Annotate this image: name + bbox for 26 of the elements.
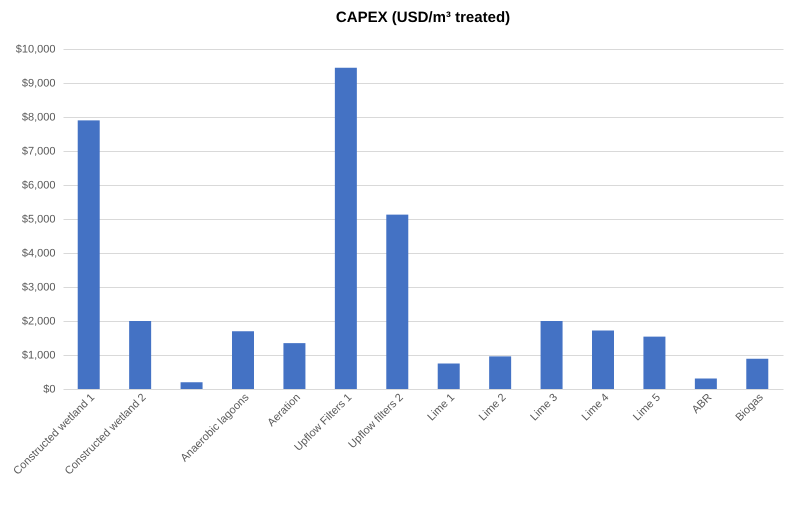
y-tick-label: $9,000 [22, 78, 56, 90]
bar [232, 331, 254, 389]
bar [438, 364, 460, 389]
bar [129, 321, 152, 389]
bar [386, 214, 408, 389]
chart-title: CAPEX (USD/m³ treated) [336, 9, 510, 26]
bar [643, 336, 666, 389]
y-tick-label: $2,000 [22, 316, 56, 328]
y-tick-label: $7,000 [22, 146, 56, 158]
y-tick-label: $6,000 [22, 180, 56, 192]
bar [78, 120, 100, 389]
y-tick-label: $1,000 [22, 350, 56, 362]
bar [283, 343, 306, 389]
bar [592, 330, 614, 389]
bar [540, 321, 563, 389]
y-tick-label: $8,000 [22, 112, 56, 124]
y-tick-label: $3,000 [22, 282, 56, 294]
bar [694, 378, 717, 389]
y-tick-label: $10,000 [16, 44, 56, 56]
bar [489, 356, 512, 389]
y-tick-label: $4,000 [22, 248, 56, 260]
y-tick-label: $5,000 [22, 214, 56, 226]
bar [334, 68, 357, 389]
y-tick-label: $0 [43, 384, 56, 396]
bar [746, 358, 768, 389]
bar [180, 382, 203, 389]
